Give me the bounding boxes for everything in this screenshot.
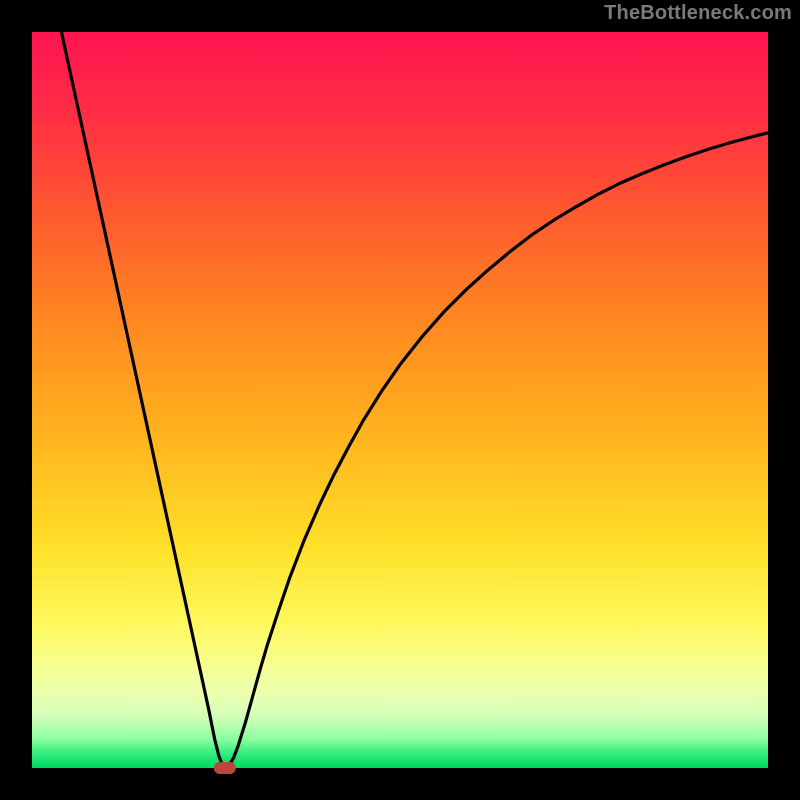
- watermark-text: TheBottleneck.com: [604, 2, 792, 25]
- bottleneck-chart: [0, 0, 800, 800]
- chart-container: TheBottleneck.com: [0, 0, 800, 800]
- optimal-point-marker: [214, 762, 236, 774]
